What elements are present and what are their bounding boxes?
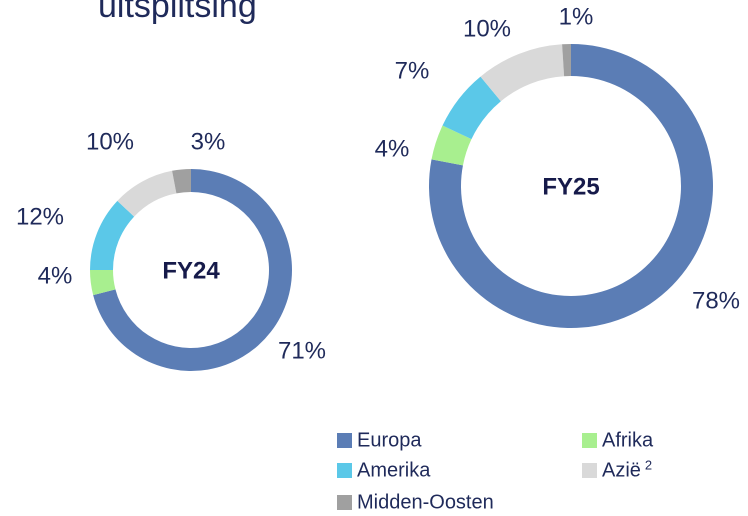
data-label: 4% — [375, 135, 410, 162]
data-label: 3% — [191, 128, 226, 155]
legend-label: Midden-Oosten — [357, 491, 494, 513]
center-label: FY25 — [542, 173, 599, 200]
legend-swatch — [337, 495, 352, 510]
legend-label: Afrika — [602, 429, 654, 451]
legend-swatch — [582, 463, 597, 478]
footnote-mark: 2 — [645, 457, 652, 472]
legend-label: Amerika — [357, 459, 431, 481]
donut-segment — [442, 76, 501, 140]
title: uitsplitsing — [98, 0, 257, 25]
data-label: 71% — [278, 337, 326, 364]
data-label: 1% — [559, 3, 594, 30]
data-label: 78% — [692, 287, 740, 314]
donut-segment — [562, 44, 571, 77]
legend-swatch — [582, 433, 597, 448]
data-label: 4% — [38, 262, 73, 289]
donut-segment — [90, 270, 116, 296]
donut-segment — [480, 44, 565, 102]
data-label: 10% — [86, 128, 134, 155]
data-label: 10% — [463, 15, 511, 42]
donut-segment — [90, 200, 135, 270]
legend-swatch — [337, 433, 352, 448]
legend-label: Europa — [357, 429, 422, 451]
donut-segment — [117, 170, 177, 217]
donut-segment — [172, 169, 191, 194]
data-label: 12% — [16, 203, 64, 230]
donut-segment — [431, 125, 472, 166]
center-label: FY24 — [162, 257, 220, 284]
legend-label: Azië — [602, 459, 641, 481]
legend-swatch — [337, 463, 352, 478]
data-label: 7% — [395, 57, 430, 84]
